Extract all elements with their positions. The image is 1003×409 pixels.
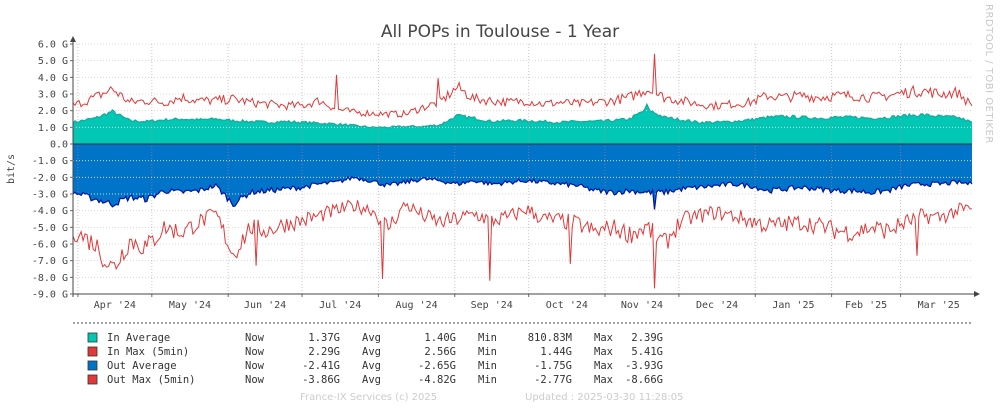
x-tick-label: Nov '24 [621,300,663,311]
legend-min-label: Min [478,374,497,386]
series-edge-in-average [72,102,973,129]
y-axis-arrow [70,36,76,42]
legend-swatch [87,346,98,357]
x-tick-label: Jan '25 [772,300,814,311]
y-tick-label: -5.0 G [32,223,68,234]
x-tick-label: Mar '25 [918,300,960,311]
footer-credit: France-IX Services (c) 2025 [300,392,437,403]
y-tick-label: 3.0 G [38,90,68,101]
legend-name-value: In Average [107,332,170,344]
legend-avg-label: Avg [362,374,381,386]
x-tick-label: Sep '24 [471,300,513,311]
legend-max-label: Max [594,374,613,386]
legend-now-label: Now [245,360,265,372]
legend-now-value: -3.86G [302,374,340,386]
legend-max-value: 2.39G [631,332,663,344]
y-tick-label: 1.0 G [38,123,68,134]
legend-min-value: 810.83M [528,332,572,344]
legend-row-in-max-5min: In Max (5min) Now 2.29G Avg 2.56G Min 1.44G Max… [87,346,663,358]
legend-avg-value: -4.82G [418,374,456,386]
legend-now-label: Now [245,346,265,358]
x-tick-label: May '24 [169,300,211,311]
x-tick-label: Dec '24 [696,300,738,311]
legend-now-value: 1.37G [308,332,340,344]
legend-max-value: -3.93G [625,360,663,372]
x-tick-label: Aug '24 [396,300,438,311]
legend-name-value: In Max (5min) [107,346,189,358]
legend-avg-label: Avg [362,332,381,344]
x-tick-label: Apr '24 [94,300,136,311]
x-tick-label: Jun '24 [244,300,286,311]
y-tick-label: -3.0 G [32,190,68,201]
legend-avg-value: 1.40G [424,332,456,344]
legend-max-label: Max [594,346,613,358]
y-tick-label: 6.0 G [38,40,68,51]
legend-swatch [87,374,98,385]
y-tick-label: -6.0 G [32,240,68,251]
legend-avg-label: Avg [362,346,381,358]
legend-avg-value: -2.65G [418,360,456,372]
legend-min-value: -1.75G [534,360,572,372]
legend-swatch [87,360,98,371]
y-tick-label: 2.0 G [38,106,68,117]
x-tick-label: Feb '25 [845,300,887,311]
y-tick-label: -2.0 G [32,173,68,184]
legend-now-value: 2.29G [308,346,340,358]
series-area-in-average [73,104,972,144]
legend-max-label: Max [594,360,613,372]
legend-row-out-average: Out Average Now -2.41G Avg -2.65G Min -1.75G Ma… [87,360,663,372]
legend-avg-value: 2.56G [424,346,456,358]
legend-row-in-average: In Average Now 1.37G Avg 1.40G Min 810.83M Max 2… [87,332,663,344]
x-axis-arrow [974,291,980,297]
y-tick-label: 5.0 G [38,56,68,67]
legend-name-value: Out Average [107,360,177,372]
series-line-out-max-5min [72,199,973,289]
legend-min-value: 1.44G [540,346,572,358]
series-line-in-max-5min [72,53,973,119]
y-tick-label: -7.0 G [32,256,68,267]
legend-max-label: Max [594,332,613,344]
legend-max-value: 5.41G [631,346,663,358]
rrdtool-watermark: RRDTOOL / TOBI OETIKER [983,4,994,144]
legend-now-label: Now [245,332,265,344]
chart-title: All POPs in Toulouse - 1 Year [381,22,619,42]
legend-now-label: Now [245,374,265,386]
y-tick-label: 4.0 G [38,73,68,84]
legend-avg-label: Avg [362,360,381,372]
legend-min-label: Min [478,332,497,344]
legend-now-value: -2.41G [302,360,340,372]
y-tick-label: -9.0 G [32,290,68,301]
series-area-out-average [73,144,972,210]
legend-swatch [87,332,98,343]
legend-name-value: Out Max (5min) [107,374,196,386]
legend-min-value: -2.77G [534,374,572,386]
y-tick-label: -8.0 G [32,273,68,284]
series-edge-out-average [72,176,973,210]
x-tick-label: Oct '24 [546,300,588,311]
x-tick-label: Jul '24 [319,300,361,311]
legend-min-label: Min [478,346,497,358]
legend-min-label: Min [478,360,497,372]
legend-row-out-max-5min: Out Max (5min) Now -3.86G Avg -4.82G Min -2.77… [87,374,663,386]
y-tick-label: 0.0 [50,140,68,151]
y-tick-label: -4.0 G [32,206,68,217]
legend-max-value: -8.66G [625,374,663,386]
y-tick-label: -1.0 G [32,156,68,167]
y-axis-label: bit/s [6,154,17,184]
footer-updated: Updated : 2025-03-30 11:28:05 [525,392,684,403]
